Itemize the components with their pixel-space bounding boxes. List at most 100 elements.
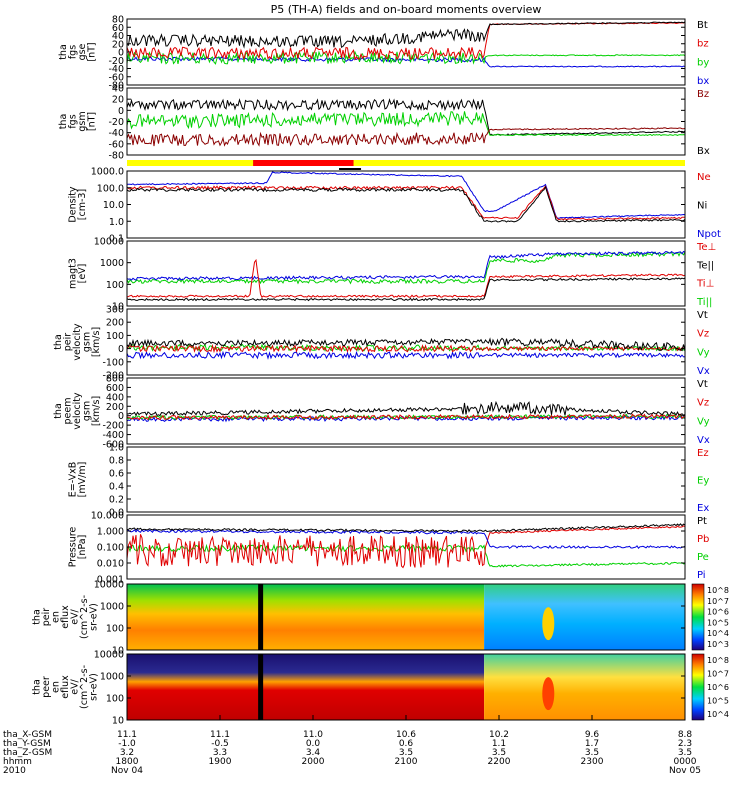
- y-tick-label: 0: [118, 344, 124, 355]
- y-tick-label: 20: [112, 39, 124, 50]
- legend-entry: Npot: [697, 229, 721, 240]
- panel-frame: [126, 240, 686, 307]
- x-tick-label: 1.7: [585, 739, 599, 749]
- x-tick-label: -0.5: [211, 739, 229, 749]
- legend-entry: Ne: [697, 172, 711, 183]
- y-tick-label: 300: [106, 305, 124, 316]
- legend-entry: Vx: [697, 366, 710, 377]
- legend-entry: Pt: [697, 516, 707, 527]
- Te||-trace: [126, 277, 686, 302]
- x-tick-label: 8.8: [678, 730, 693, 740]
- legend-entry: Bx: [697, 146, 710, 157]
- spectrogram-right: [484, 654, 685, 720]
- y-tick-label: 1.0: [109, 443, 124, 454]
- y-axis-label: velocity: [72, 392, 83, 430]
- x-tick-label: 11.1: [210, 730, 230, 740]
- x-tick-label: 2000: [302, 757, 325, 767]
- Bz-trace: [126, 127, 686, 147]
- colorbar: [691, 653, 705, 721]
- legend-entry: Ex: [697, 503, 709, 514]
- panel-frame: [126, 87, 686, 156]
- y-axis-label: eflux: [60, 675, 71, 699]
- Pt-trace: [126, 523, 686, 533]
- y-tick-label: 200: [106, 402, 124, 413]
- x-tick-label: 2200: [488, 757, 511, 767]
- legend-entry: Vz: [697, 398, 709, 409]
- plot-title: P5 (TH-A) fields and on-board moments ov…: [271, 3, 542, 16]
- y-tick-label: 100.0: [97, 183, 124, 194]
- x-tick-label: 1.1: [492, 739, 506, 749]
- x-tick-label: 11.1: [117, 730, 137, 740]
- panel-peem_vel: 8006004002000-200-400-600thapeemvelocity…: [53, 374, 710, 451]
- y-tick-label: 0: [118, 48, 124, 59]
- y-axis-label: tha: [32, 679, 43, 695]
- y-tick-label: 0.2: [109, 495, 124, 506]
- y-tick-label: -20: [108, 117, 124, 128]
- colorbar-label: 10^8: [707, 656, 729, 665]
- x-row-label: hhmm: [3, 757, 32, 767]
- panel-density: 1000.0 100.0 10.0 1.0 0.1 Density[cm-3] Ne Ni Np…: [67, 167, 721, 245]
- x-row-label: 2010: [3, 766, 26, 776]
- y-axis-label: Pressure: [67, 527, 78, 568]
- Bt-trace: [126, 21, 686, 49]
- mode-bar-fast: [253, 160, 354, 166]
- y-tick-label: 60: [112, 23, 124, 34]
- x-tick-label: 11.0: [303, 730, 323, 740]
- y-tick-label: 40: [112, 84, 124, 95]
- x-row-label: tha_Z-GSM: [3, 748, 52, 758]
- y-axis-label: [km/s]: [91, 327, 102, 357]
- y-tick-label: 0.8: [109, 456, 124, 467]
- by-trace: [126, 111, 686, 137]
- legend-entry: Ni: [697, 201, 707, 212]
- y-tick-label: 1000: [100, 258, 124, 269]
- y-tick-label: 10000: [94, 580, 124, 591]
- colorbar-label: 10^5: [707, 618, 729, 627]
- Te⊥-trace: [126, 258, 686, 298]
- legend-entry: Vt: [697, 379, 708, 390]
- x-tick-label: 0.6: [399, 739, 414, 749]
- y-tick-label: 10: [112, 646, 124, 657]
- y-axis-label: sr-eV): [89, 603, 100, 631]
- x-tick-label: 10.2: [489, 730, 509, 740]
- legend-entry: Bt: [697, 20, 708, 31]
- legend-entry: Pb: [697, 534, 709, 545]
- legend-entry: Te||: [696, 260, 714, 271]
- data-gap: [258, 584, 264, 650]
- y-tick-label: -80: [108, 81, 124, 92]
- y-axis-label: en: [51, 681, 62, 693]
- x-tick-label: 2100: [395, 757, 418, 767]
- y-tick-label: -200: [102, 371, 124, 382]
- Vx-trace: [126, 350, 686, 360]
- y-tick-label: 0: [118, 106, 124, 117]
- x-tick-label: 3.5: [585, 748, 599, 758]
- y-tick-label: 1000: [100, 672, 124, 683]
- panel-frame: [126, 583, 686, 651]
- y-tick-label: -100: [102, 357, 124, 368]
- y-axis-label: (cm^2-s-: [79, 595, 90, 639]
- Pb-trace: [126, 525, 686, 569]
- y-tick-label: -40: [108, 64, 124, 75]
- colorbar-label: 10^6: [707, 683, 729, 692]
- y-tick-label: -60: [108, 72, 124, 83]
- x-tick-label: 3.5: [399, 748, 413, 758]
- x-tick-label: 1900: [209, 757, 232, 767]
- y-tick-label: 0.0: [109, 508, 124, 519]
- Vy-trace: [126, 343, 686, 353]
- panel-frame: [126, 170, 686, 239]
- y-tick-label: 400: [106, 392, 124, 403]
- x-tick-label: 2.3: [678, 739, 692, 749]
- legend-entry: Bz: [697, 89, 709, 100]
- data-gap: [258, 654, 264, 720]
- y-tick-label: 10.0: [103, 200, 124, 211]
- y-axis-label: fgs: [67, 114, 78, 128]
- x-tick-label: 3.5: [492, 748, 506, 758]
- y-tick-label: 0: [118, 411, 124, 422]
- panel-frame: [126, 308, 686, 376]
- Vz-trace: [126, 343, 686, 354]
- x-tick-label: 10.6: [396, 730, 416, 740]
- y-tick-label: -600: [102, 440, 124, 451]
- panel-peir_vel: 300 200 100 0 -100 -200 thapeirvelocitygsm[km/…: [53, 305, 710, 382]
- y-tick-label: 10: [112, 716, 124, 727]
- burst-feature: [542, 607, 555, 641]
